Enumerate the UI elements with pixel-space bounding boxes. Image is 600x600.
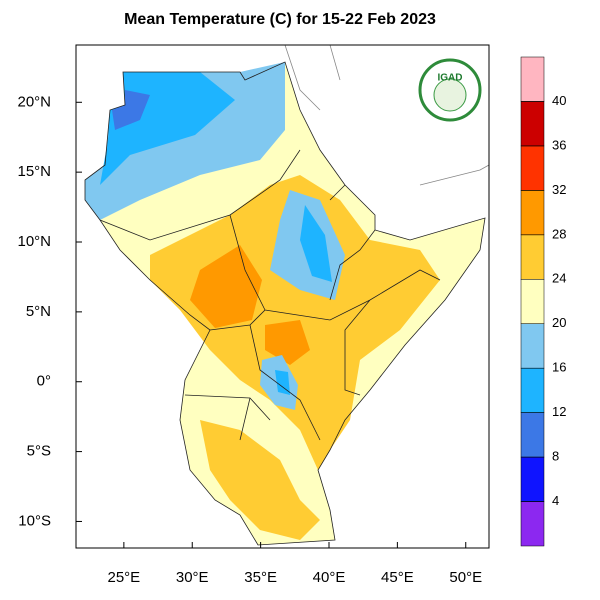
colorbar-label: 8 (552, 449, 559, 464)
colorbar-swatch (520, 56, 545, 102)
colorbar-label: 4 (552, 493, 559, 508)
logo-globe (433, 78, 467, 112)
colorbar-label: 28 (552, 226, 566, 241)
temp-12-16-kenya (275, 370, 290, 395)
y-tick-label: 10°S (18, 512, 51, 529)
y-tick-label: 20°N (17, 93, 51, 110)
colorbar-swatch (520, 367, 545, 413)
colorbar-label: 20 (552, 315, 566, 330)
colorbar-swatch (520, 456, 545, 502)
colorbar-swatch (520, 279, 545, 324)
colorbar-label: 32 (552, 182, 566, 197)
region-outline (84, 61, 486, 546)
colorbar-swatch (520, 101, 545, 147)
x-tick-label: 45°E (381, 569, 414, 586)
logo-text: IGAD (438, 73, 463, 84)
outside-borders (284, 44, 490, 186)
colorbar-label: 16 (552, 360, 566, 375)
colorbar-swatch (520, 412, 545, 458)
colorbar-swatch (520, 145, 545, 191)
y-tick-label: 10°N (17, 233, 51, 250)
temp-8-12 (112, 90, 150, 130)
x-tick-label: 50°E (449, 569, 482, 586)
colorbar-label: 24 (552, 271, 566, 286)
country-borders (99, 149, 441, 441)
colorbar-label: 40 (552, 93, 566, 108)
y-tick-label: 5°N (26, 303, 51, 320)
axes: 25°E 30°E 35°E 40°E 45°E 50°E 20°N 15°N 10°N 5°N 0… (17, 93, 482, 586)
temp-24-28-south (200, 420, 320, 540)
colorbar: 4 8 12 16 20 24 28 32 36 40 (520, 56, 566, 547)
map-title: Mean Temperature (C) for 15-22 Feb 2023 (124, 11, 436, 28)
y-tick-label: 0° (37, 373, 51, 390)
y-tick-label: 5°S (27, 443, 51, 460)
temp-28-32-b (265, 320, 310, 365)
map-frame (75, 44, 490, 549)
colorbar-swatch (520, 501, 545, 547)
colorbar-swatch (520, 234, 545, 280)
x-tick-label: 25°E (108, 569, 141, 586)
temp-12-16-highlands (300, 205, 332, 282)
x-tick-label: 40°E (313, 569, 346, 586)
x-tick-label: 35°E (244, 569, 277, 586)
colorbar-swatch (520, 190, 545, 236)
x-tick-label: 30°E (176, 569, 209, 586)
y-tick-label: 15°N (17, 163, 51, 180)
colorbar-swatch (520, 323, 545, 369)
colorbar-label: 36 (552, 137, 566, 152)
map-area: IGAD (75, 44, 490, 549)
colorbar-label: 12 (552, 404, 566, 419)
